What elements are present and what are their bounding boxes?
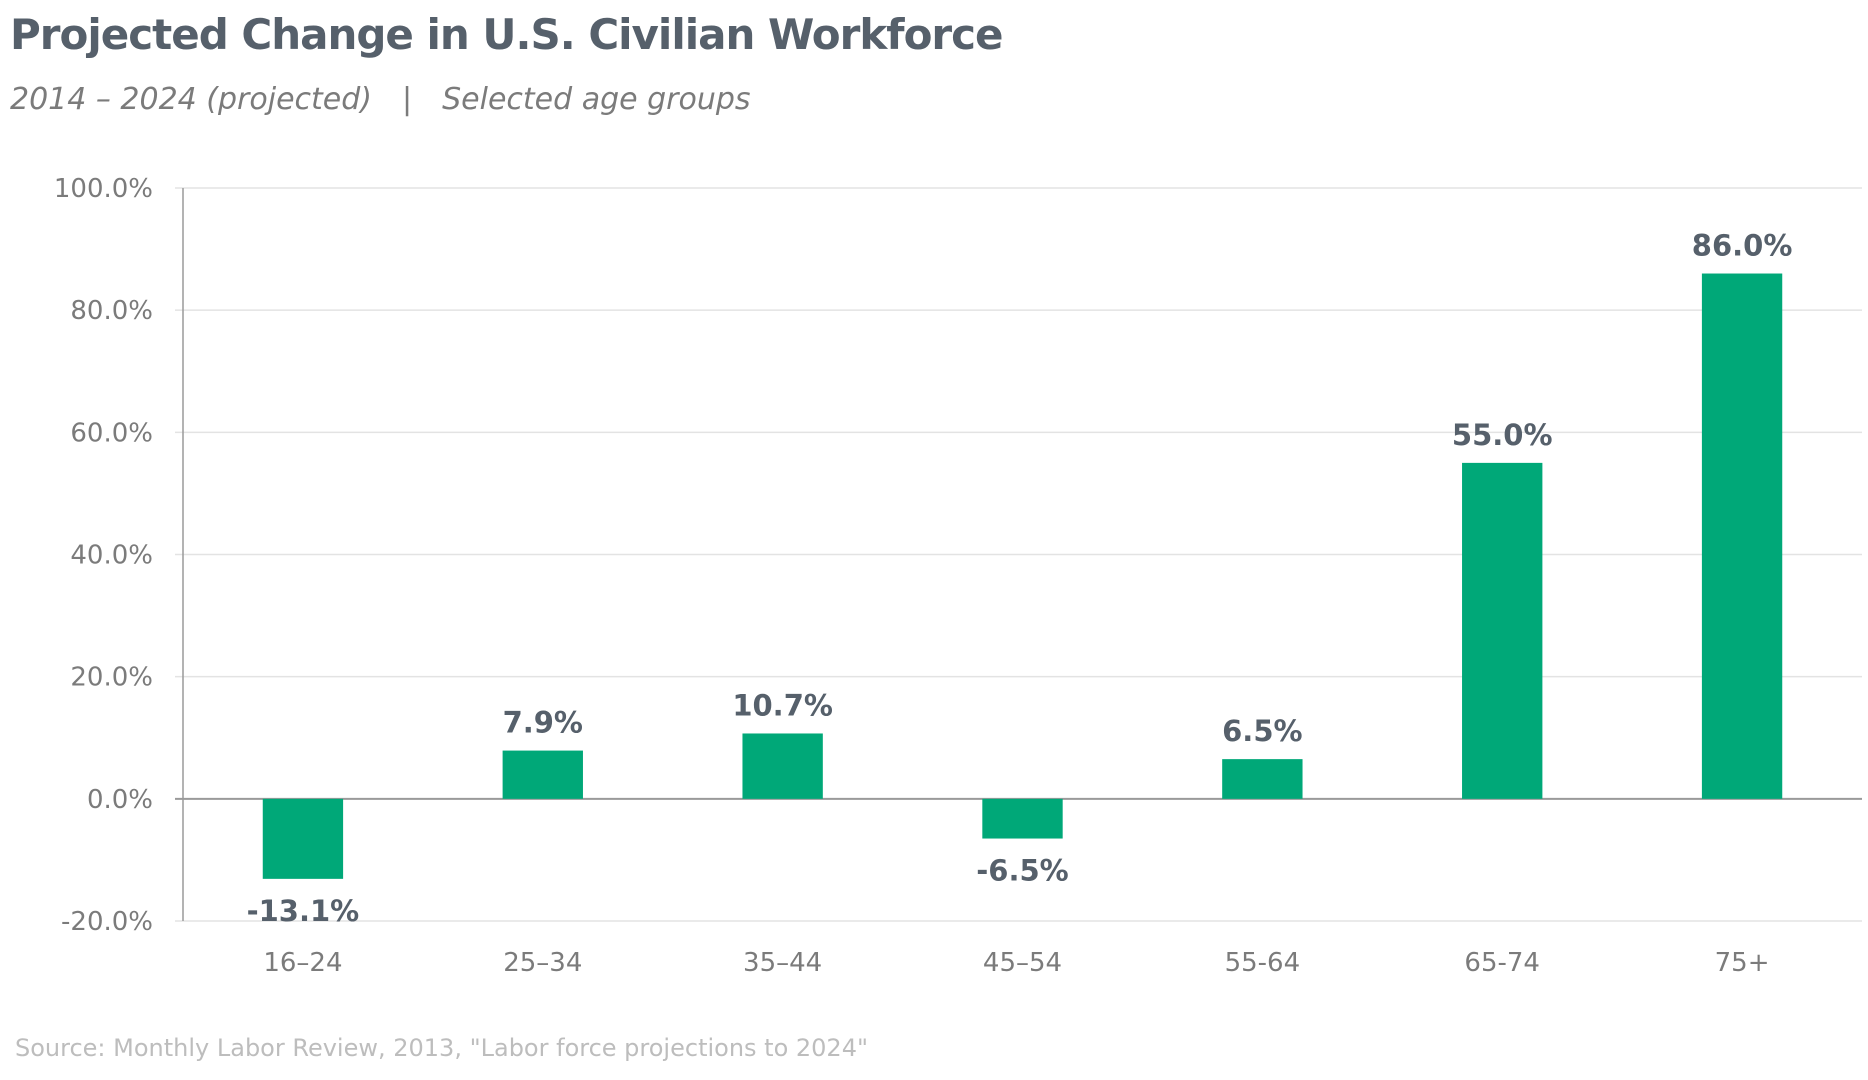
x-tick-label: 75+ [1715,948,1770,978]
y-axis: -20.0% 0.0% 20.0% 40.0% 60.0% 80.0% 100.0% [54,174,184,937]
chart-subtitle: 2014 – 2024 (projected) | Selected age gro… [10,82,751,117]
bar-55-64 [1222,759,1303,799]
subtitle-separator: | [402,82,413,117]
grid-lines [175,187,1862,922]
data-label: 7.9% [503,706,583,740]
y-tick-label: 20.0% [70,663,153,693]
y-tick-label: 100.0% [54,174,153,204]
data-label: 10.7% [732,688,833,722]
x-tick-label: 25–34 [503,948,582,978]
bar-25–34 [502,750,583,799]
x-tick-label: 16–24 [263,948,342,978]
bar-45–54 [982,798,1063,839]
data-label: 55.0% [1452,418,1553,452]
data-labels: -13.1% 7.9% 10.7% -6.5% 6.5% 55.0% 86.0% [247,229,1793,928]
bar-16–24 [262,798,344,879]
source-note: Source: Monthly Labor Review, 2013, "Lab… [15,1034,869,1062]
data-label: -13.1% [247,894,360,928]
data-label: 6.5% [1222,714,1302,748]
x-tick-label: 65-74 [1464,948,1540,978]
subtitle-period: 2014 – 2024 (projected) [10,82,372,117]
y-tick-label: 0.0% [87,785,153,815]
x-axis-labels: 16–24 25–34 35–44 45–54 55-64 65-74 75+ [263,948,1769,978]
bar-35–44 [742,733,823,799]
x-tick-label: 35–44 [743,948,822,978]
y-tick-label: 80.0% [70,296,153,326]
y-tick-label: 40.0% [70,541,153,571]
y-tick-label: 60.0% [70,418,153,448]
x-tick-label: 55-64 [1225,948,1301,978]
bar-65-74 [1462,462,1543,799]
y-tick-label: -20.0% [61,907,153,937]
chart-title: Projected Change in U.S. Civilian Workfo… [10,10,1004,59]
bars [262,273,1783,879]
x-tick-label: 45–54 [983,948,1062,978]
data-label: -6.5% [976,854,1068,888]
data-label: 86.0% [1692,229,1793,263]
bar-75+ [1701,273,1783,799]
bar-chart: -20.0% 0.0% 20.0% 40.0% 60.0% 80.0% 100.0% -13… [54,174,1862,978]
subtitle-groups: Selected age groups [442,82,751,117]
